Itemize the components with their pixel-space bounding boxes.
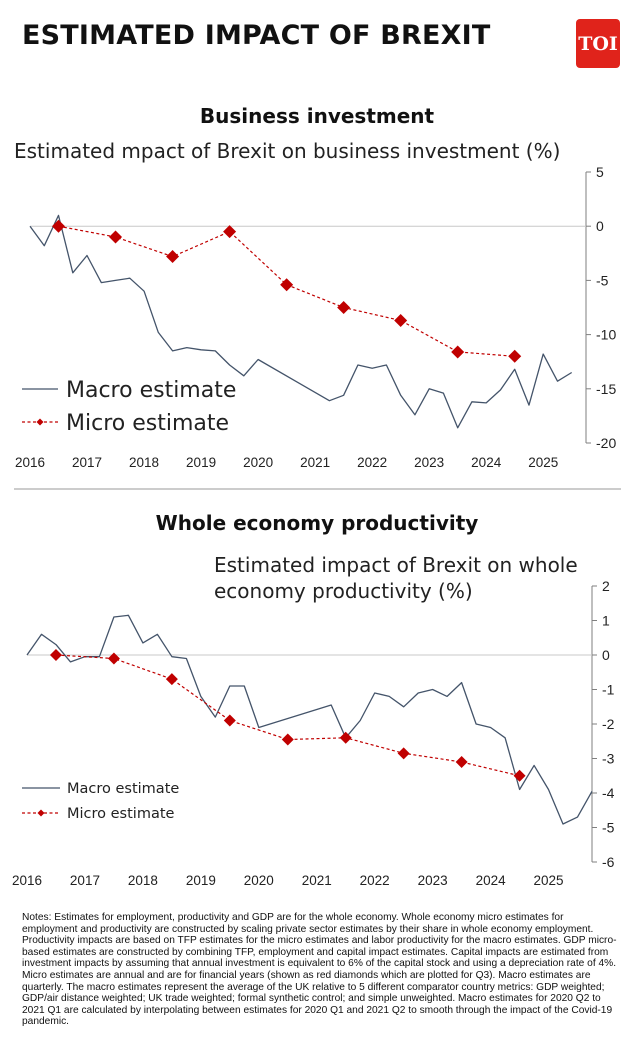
productivity-x-tick-label: 2024 [476, 873, 507, 888]
productivity-x-tick-label: 2018 [128, 873, 158, 888]
productivity-micro-point [165, 673, 178, 686]
investment-micro-point [394, 314, 408, 328]
investment-micro-point [508, 349, 522, 363]
productivity-chart-subtitle: Estimated impact of Brexit on whole [214, 553, 578, 577]
productivity-y-tick-label: -1 [602, 682, 615, 698]
notes-text: Notes: Estimates for employment, product… [22, 912, 617, 1028]
productivity-legend-label: Micro estimate [67, 806, 175, 822]
charts-canvas: Business investment Estimated mpact of Br… [12, 104, 621, 888]
productivity-x-tick-label: 2016 [12, 873, 42, 888]
productivity-x-tick-label: 2022 [360, 873, 390, 888]
productivity-micro-point [455, 755, 468, 768]
productivity-chart-title: Whole economy productivity [156, 511, 479, 535]
page-title: ESTIMATED IMPACT OF BREXIT [22, 20, 491, 51]
productivity-micro-point [281, 733, 294, 746]
investment-y-tick-label: -5 [596, 272, 609, 288]
productivity-micro-point [339, 731, 352, 744]
investment-legend-micro-marker [36, 418, 44, 426]
investment-legend-label: Micro estimate [66, 411, 229, 436]
investment-y-tick-label: 5 [596, 164, 604, 180]
productivity-micro-point [49, 649, 62, 661]
investment-micro-point [223, 225, 237, 239]
productivity-x-tick-label: 2020 [244, 873, 274, 888]
investment-x-tick-label: 2016 [15, 455, 45, 470]
productivity-chart-subtitle: economy productivity (%) [214, 579, 473, 603]
investment-y-tick-label: 0 [596, 218, 604, 234]
productivity-x-tick-label: 2019 [186, 873, 216, 888]
investment-y-tick-label: -10 [596, 327, 616, 343]
investment-x-tick-label: 2022 [357, 455, 387, 470]
productivity-macro-line [26, 614, 593, 825]
investment-micro-point [337, 301, 351, 314]
productivity-legend-label: Macro estimate [67, 781, 179, 797]
productivity-y-tick-label: -6 [602, 854, 615, 870]
productivity-x-tick-label: 2021 [302, 873, 332, 888]
productivity-y-tick-label: 2 [602, 578, 610, 594]
investment-x-tick-label: 2024 [471, 455, 502, 470]
productivity-x-tick-label: 2017 [70, 873, 100, 888]
productivity-y-tick-label: -2 [602, 716, 615, 732]
investment-x-tick-label: 2017 [72, 455, 102, 470]
investment-x-tick-label: 2021 [300, 455, 330, 470]
productivity-micro-point [107, 652, 120, 665]
investment-x-tick-label: 2018 [129, 455, 159, 470]
productivity-micro-line [55, 654, 520, 777]
productivity-x-tick-label: 2023 [418, 873, 448, 888]
investment-chart-subtitle: Estimated mpact of Brexit on business in… [14, 139, 560, 163]
investment-macro-line [29, 214, 573, 429]
investment-chart-title: Business investment [200, 104, 435, 128]
investment-y-tick-label: -15 [596, 381, 616, 397]
investment-micro-line [58, 225, 515, 357]
productivity-y-tick-label: -5 [602, 820, 615, 836]
investment-x-tick-label: 2025 [528, 455, 558, 470]
investment-micro-point [451, 345, 465, 359]
logo-text: TOI [578, 32, 618, 55]
investment-micro-point [280, 278, 294, 292]
investment-x-tick-label: 2019 [186, 455, 216, 470]
investment-x-tick-label: 2023 [414, 455, 444, 470]
productivity-x-tick-label: 2025 [534, 873, 564, 888]
productivity-y-tick-label: -3 [602, 751, 615, 767]
toi-logo[interactable]: TOI [576, 19, 620, 68]
investment-x-tick-label: 2020 [243, 455, 273, 470]
productivity-micro-point [513, 769, 526, 782]
productivity-legend-micro-marker [37, 809, 45, 817]
investment-micro-point [109, 230, 123, 244]
investment-y-tick-label: -20 [596, 435, 616, 451]
productivity-y-tick-label: -4 [602, 785, 615, 801]
investment-legend-label: Macro estimate [66, 378, 236, 403]
investment-micro-point [52, 219, 66, 233]
productivity-y-tick-label: 0 [602, 647, 610, 663]
productivity-y-tick-label: 1 [602, 613, 610, 629]
productivity-micro-point [223, 714, 236, 727]
investment-micro-point [166, 250, 180, 264]
productivity-micro-point [397, 747, 410, 760]
